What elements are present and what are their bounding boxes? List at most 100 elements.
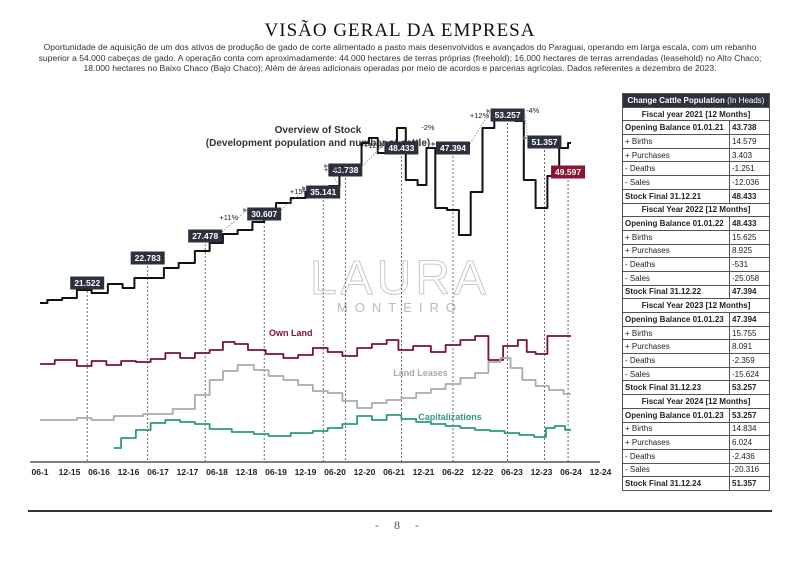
row-label: - Deaths (622, 353, 730, 368)
value-label-box (384, 141, 419, 155)
x-tick-label: 12-23 (531, 467, 553, 477)
row-value: 47.394 (729, 312, 770, 327)
watermark-sub: MONTEIRO (337, 300, 463, 315)
x-tick-label: 06-16 (88, 467, 110, 477)
fiscal-year-row: Fiscal Year 2022 [12 Months] (622, 202, 770, 218)
row-value: 43.738 (729, 120, 770, 136)
row-label: - Deaths (622, 257, 730, 272)
series-label: Land Leases (393, 368, 448, 378)
table-row: + Purchases 8.925 (622, 243, 770, 259)
row-value: -15.624 (729, 366, 770, 382)
fiscal-year-label: Fiscal Year 2022 [12 Months] (622, 202, 770, 218)
row-value: 48.433 (729, 188, 770, 204)
row-value: 53.257 (729, 380, 770, 396)
row-label: - Deaths (622, 161, 730, 177)
table-row: - Deaths -1.251 (622, 161, 770, 177)
growth-arrowhead (380, 142, 385, 146)
series-label: Own Land (269, 328, 313, 338)
x-tick-label: 06-17 (147, 467, 169, 477)
table-row: + Births 14.834 (622, 421, 770, 437)
table-row: + Births 15.755 (622, 325, 770, 341)
footer-divider (28, 510, 772, 512)
table-row: - Sales -15.624 (622, 366, 770, 382)
growth-arrow (328, 165, 341, 189)
row-label: + Purchases (622, 147, 730, 163)
growth-label: +15% (290, 187, 310, 196)
table-header-title: Change Cattle Population (627, 95, 725, 105)
growth-arrow (280, 187, 307, 211)
growth-arrow (221, 209, 248, 233)
table-row: Opening Balance 01.01.23 47.394 (622, 312, 770, 327)
row-value: 53.257 (729, 407, 770, 423)
row-label: - Sales (622, 462, 730, 478)
growth-arrow (362, 143, 385, 167)
chart-title: Overview of Stock (275, 125, 362, 136)
value-label: 49.597 (555, 167, 581, 177)
x-tick-label: 12-19 (295, 467, 317, 477)
page-subtitle: Oportunidade de aquisição de um dos ativ… (38, 42, 762, 73)
row-label: + Births (622, 421, 730, 437)
value-label-box (130, 251, 165, 265)
row-label: Opening Balance 01.01.23 (622, 407, 730, 423)
stock-chart: Overview of Stock (Development populatio… (30, 106, 612, 477)
series-label: Capitalizations (418, 412, 482, 422)
fiscal-year-label: Fiscal Year 2023 [12 Months] (622, 298, 770, 313)
value-label: 43.738 (332, 165, 358, 175)
x-tick-label: 12-15 (59, 467, 81, 477)
value-label-box (306, 185, 341, 199)
row-label: - Deaths (622, 448, 730, 464)
row-label: Stock Final 31.12.22 (622, 284, 730, 300)
value-label: 53.257 (495, 110, 521, 120)
value-label: 47.394 (440, 143, 466, 153)
row-label: + Births (622, 134, 730, 149)
x-tick-label: 06-23 (501, 467, 523, 477)
page-number: - 8 - (375, 518, 425, 532)
row-value: 14.834 (729, 421, 770, 437)
value-label-box (328, 163, 363, 177)
row-value: 8.091 (729, 339, 770, 355)
value-label-box (188, 229, 223, 243)
growth-label: +12% (470, 111, 490, 120)
row-value: 15.625 (729, 229, 770, 245)
growth-label: -4% (526, 106, 540, 115)
table-row: Stock Final 31.12.23 53.257 (622, 380, 770, 396)
growth-arrowhead (302, 186, 307, 190)
growth-arrowhead (486, 109, 491, 113)
growth-label: +24% (324, 165, 344, 174)
row-label: Opening Balance 01.01.22 (622, 216, 730, 231)
row-value: 48.433 (729, 216, 770, 231)
row-value: 15.755 (729, 325, 770, 341)
growth-arrowhead (243, 208, 248, 212)
row-label: + Purchases (622, 243, 730, 259)
table-row: - Sales -20.316 (622, 462, 770, 478)
table-row: Stock Final 31.12.21 48.433 (622, 188, 770, 204)
x-tick-label: 12-22 (472, 467, 494, 477)
row-label: Stock Final 31.12.24 (622, 476, 730, 491)
growth-arrowhead (432, 142, 436, 146)
x-tick-label: 06-24 (560, 467, 582, 477)
fiscal-year-label: Fiscal Year 2024 [12 Months] (622, 394, 770, 409)
table-row: Stock Final 31.12.24 51.357 (622, 476, 770, 491)
table-header-unit: (In Heads) (727, 95, 765, 105)
x-tick-label: 06-21 (383, 467, 405, 477)
x-tick-label: 06-22 (442, 467, 464, 477)
x-tick-label: 12-24 (590, 467, 612, 477)
row-value: 47.394 (729, 284, 770, 300)
row-label: + Purchases (622, 435, 730, 450)
table-row: - Deaths -2.436 (622, 448, 770, 464)
value-label-box (490, 108, 525, 122)
growth-label: +11% (364, 141, 383, 150)
value-label: 27.478 (192, 231, 218, 241)
series-line-capitalizations (113, 414, 571, 449)
row-label: Opening Balance 01.01.23 (622, 312, 730, 327)
value-label: 21.522 (74, 278, 100, 288)
watermark-main: LAURA (310, 252, 490, 305)
x-tick-label: 06-20 (324, 467, 346, 477)
table-row: Opening Balance 01.01.22 48.433 (622, 216, 770, 231)
row-label: Opening Balance 01.01.21 (622, 120, 730, 136)
value-label-box (527, 135, 562, 149)
value-label-box (70, 276, 105, 290)
table-row: + Purchases 6.024 (622, 435, 770, 450)
growth-label: -2% (421, 123, 435, 132)
table-row: - Deaths -531 (622, 257, 770, 272)
